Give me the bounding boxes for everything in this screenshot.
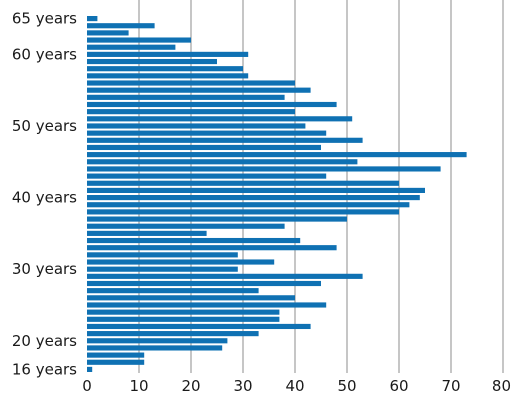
bar-age-36 (87, 223, 285, 229)
y-tick-label-60: 60 years (12, 45, 77, 63)
x-tick-label-30: 30 (233, 377, 252, 395)
y-tick-label-20: 20 years (12, 332, 77, 350)
bar-age-18 (87, 352, 145, 358)
bar-age-58 (87, 66, 243, 72)
bar-age-49 (87, 130, 327, 136)
bar-age-41 (87, 187, 425, 193)
bars (87, 16, 467, 372)
bar-age-61 (87, 44, 176, 50)
bar-age-56 (87, 80, 295, 86)
x-tick-label-70: 70 (441, 377, 460, 395)
bar-age-34 (87, 237, 301, 244)
bar-age-21 (87, 331, 259, 337)
bar-age-38 (87, 209, 399, 215)
bar-age-31 (87, 259, 275, 265)
bar-age-23 (87, 316, 280, 322)
bar-age-47 (87, 144, 321, 151)
bar-age-51 (87, 116, 353, 122)
bar-age-16 (87, 366, 93, 372)
bar-age-63 (87, 30, 129, 36)
bar-age-26 (87, 295, 295, 301)
bar-age-64 (87, 23, 155, 29)
bar-age-55 (87, 87, 311, 93)
y-tick-label-16: 16 years (12, 360, 77, 378)
bar-age-45 (87, 159, 358, 165)
bar-age-46 (87, 152, 467, 158)
y-tick-label-30: 30 years (12, 260, 77, 278)
y-tick-label-40: 40 years (12, 189, 77, 207)
x-tick-label-80: 80 (492, 377, 511, 395)
x-axis-labels: 0 10 20 30 40 50 60 70 80 (82, 377, 511, 395)
x-tick-label-20: 20 (181, 377, 200, 395)
bar-age-42 (87, 180, 399, 186)
x-tick-label-50: 50 (337, 377, 356, 395)
bar-age-65 (87, 16, 98, 22)
bar-age-24 (87, 309, 280, 315)
x-tick-label-10: 10 (129, 377, 148, 395)
x-tick-label-40: 40 (285, 377, 304, 395)
bar-age-19 (87, 345, 223, 351)
bar-age-25 (87, 302, 327, 308)
bar-age-32 (87, 252, 238, 258)
y-tick-label-50: 50 years (12, 117, 77, 135)
bar-age-20 (87, 338, 228, 344)
bar-age-60 (87, 51, 249, 57)
bar-age-53 (87, 101, 337, 108)
bar-age-29 (87, 273, 363, 279)
bar-age-37 (87, 216, 347, 222)
bar-age-62 (87, 37, 191, 43)
y-tick-label-65: 65 years (12, 10, 77, 28)
bar-age-39 (87, 202, 410, 208)
x-tick-label-0: 0 (82, 377, 92, 395)
bar-age-33 (87, 245, 337, 251)
bar-age-59 (87, 58, 217, 65)
bar-age-48 (87, 137, 363, 143)
bar-age-35 (87, 230, 207, 236)
bar-age-27 (87, 288, 259, 294)
bar-age-44 (87, 166, 441, 172)
bar-age-57 (87, 73, 249, 79)
bar-age-54 (87, 94, 285, 100)
bar-age-43 (87, 173, 327, 179)
bar-age-52 (87, 109, 295, 115)
bar-age-17 (87, 359, 145, 365)
bar-age-28 (87, 280, 321, 287)
bar-age-40 (87, 195, 420, 201)
bar-age-50 (87, 123, 306, 129)
bar-age-22 (87, 323, 311, 330)
x-tick-label-60: 60 (389, 377, 408, 395)
y-axis-labels: 65 years 60 years 50 years 40 years 30 years… (12, 10, 77, 379)
bar-age-30 (87, 266, 238, 272)
